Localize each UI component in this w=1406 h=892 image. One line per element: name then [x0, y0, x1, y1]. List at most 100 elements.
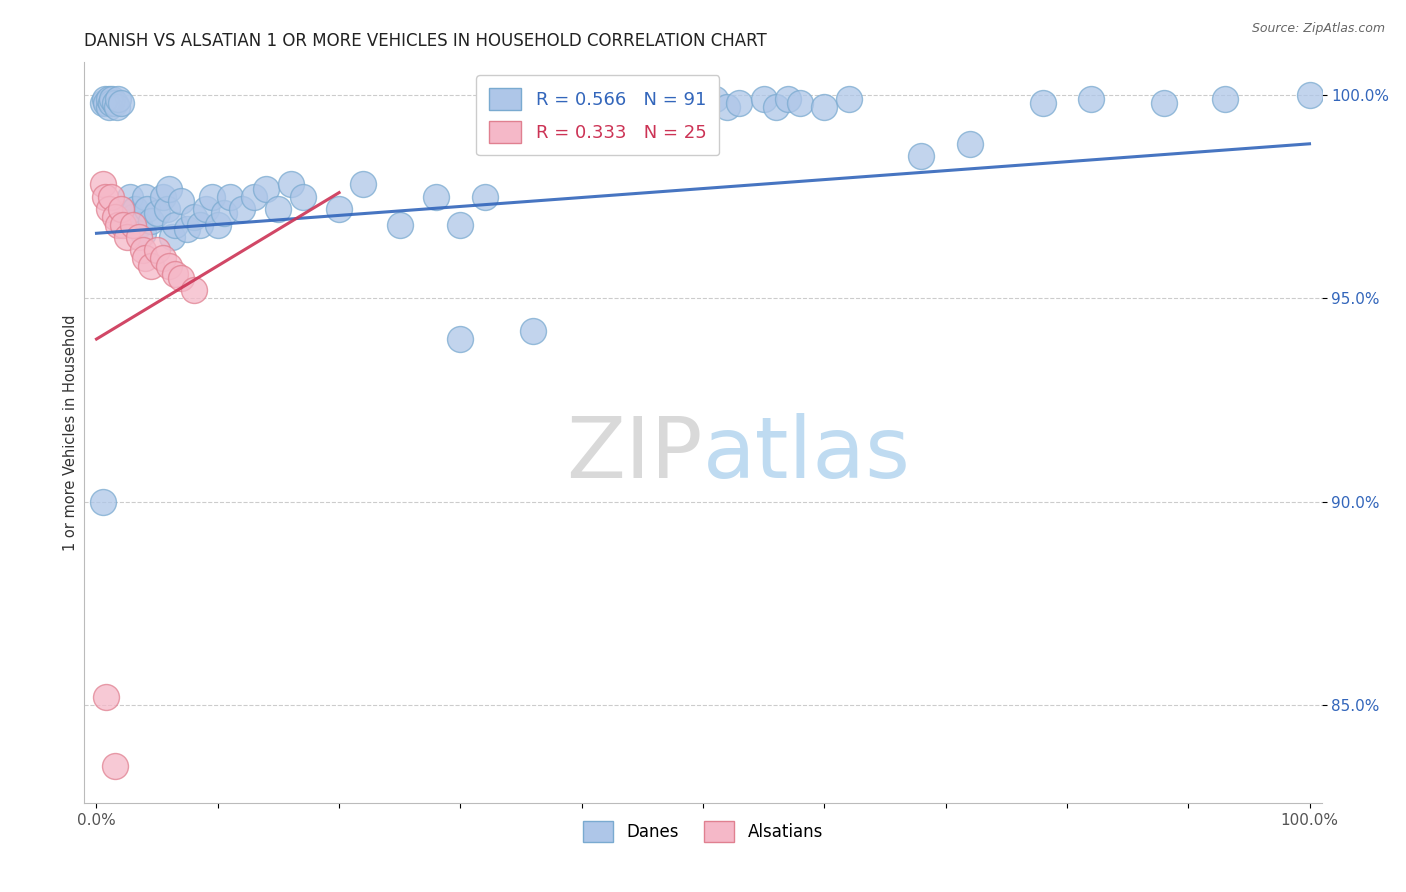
- Point: [160, 230, 183, 244]
- Point: [91, 495, 114, 509]
- Point: [124, 202, 146, 216]
- Y-axis label: 1 or more Vehicles in Household: 1 or more Vehicles in Household: [63, 314, 77, 551]
- Point: [104, 759, 127, 773]
- Point: [959, 136, 981, 151]
- Point: [183, 210, 205, 224]
- Point: [449, 218, 471, 232]
- Point: [291, 189, 314, 203]
- Point: [170, 271, 193, 285]
- Point: [243, 189, 266, 203]
- Point: [91, 178, 114, 192]
- Point: [112, 218, 135, 232]
- Point: [128, 218, 150, 232]
- Point: [776, 92, 799, 106]
- Point: [152, 189, 174, 203]
- Point: [152, 251, 174, 265]
- Point: [212, 206, 235, 220]
- Point: [139, 259, 162, 273]
- Point: [107, 92, 129, 106]
- Point: [100, 96, 122, 111]
- Point: [595, 100, 617, 114]
- Point: [128, 230, 150, 244]
- Point: [522, 108, 544, 122]
- Point: [194, 202, 217, 216]
- Point: [254, 181, 277, 195]
- Point: [170, 194, 193, 208]
- Text: ZIP: ZIP: [567, 413, 703, 496]
- Point: [115, 206, 138, 220]
- Point: [1298, 87, 1320, 102]
- Point: [122, 210, 145, 224]
- Point: [131, 243, 153, 257]
- Point: [231, 202, 253, 216]
- Point: [1153, 96, 1175, 111]
- Point: [267, 202, 290, 216]
- Point: [157, 181, 180, 195]
- Point: [716, 100, 738, 114]
- Point: [631, 96, 654, 111]
- Point: [655, 92, 678, 106]
- Point: [101, 92, 124, 106]
- Point: [91, 96, 114, 111]
- Point: [107, 218, 129, 232]
- Point: [134, 251, 156, 265]
- Point: [136, 202, 159, 216]
- Point: [449, 332, 471, 346]
- Point: [668, 100, 690, 114]
- Point: [105, 100, 128, 114]
- Point: [1213, 92, 1236, 106]
- Point: [752, 92, 775, 106]
- Point: [96, 690, 118, 704]
- Point: [201, 189, 224, 203]
- Point: [704, 92, 727, 106]
- Point: [352, 178, 374, 192]
- Point: [388, 218, 411, 232]
- Point: [100, 189, 122, 203]
- Point: [765, 100, 787, 114]
- Text: atlas: atlas: [703, 413, 911, 496]
- Point: [115, 230, 138, 244]
- Point: [280, 178, 302, 192]
- Point: [97, 202, 120, 216]
- Point: [571, 92, 593, 106]
- Point: [156, 202, 179, 216]
- Point: [97, 92, 120, 106]
- Point: [789, 96, 811, 111]
- Point: [146, 206, 169, 220]
- Point: [146, 243, 169, 257]
- Text: DANISH VS ALSATIAN 1 OR MORE VEHICLES IN HOUSEHOLD CORRELATION CHART: DANISH VS ALSATIAN 1 OR MORE VEHICLES IN…: [84, 32, 768, 50]
- Point: [558, 100, 581, 114]
- Point: [165, 218, 187, 232]
- Point: [219, 189, 242, 203]
- Point: [94, 189, 117, 203]
- Point: [122, 218, 145, 232]
- Point: [134, 189, 156, 203]
- Point: [96, 96, 118, 111]
- Point: [110, 202, 132, 216]
- Point: [910, 149, 932, 163]
- Point: [728, 96, 751, 111]
- Point: [328, 202, 350, 216]
- Point: [183, 283, 205, 297]
- Point: [139, 214, 162, 228]
- Point: [838, 92, 860, 106]
- Point: [157, 259, 180, 273]
- Point: [104, 96, 127, 111]
- Point: [188, 218, 211, 232]
- Point: [207, 218, 229, 232]
- Point: [176, 222, 198, 236]
- Point: [1080, 92, 1102, 106]
- Point: [546, 96, 568, 111]
- Point: [619, 92, 641, 106]
- Point: [165, 267, 187, 281]
- Point: [94, 92, 117, 106]
- Point: [120, 189, 142, 203]
- Point: [522, 324, 544, 338]
- Legend: Danes, Alsatians: Danes, Alsatians: [575, 813, 831, 850]
- Point: [474, 189, 496, 203]
- Text: Source: ZipAtlas.com: Source: ZipAtlas.com: [1251, 22, 1385, 36]
- Point: [582, 96, 605, 111]
- Point: [1032, 96, 1054, 111]
- Point: [110, 96, 132, 111]
- Point: [97, 100, 120, 114]
